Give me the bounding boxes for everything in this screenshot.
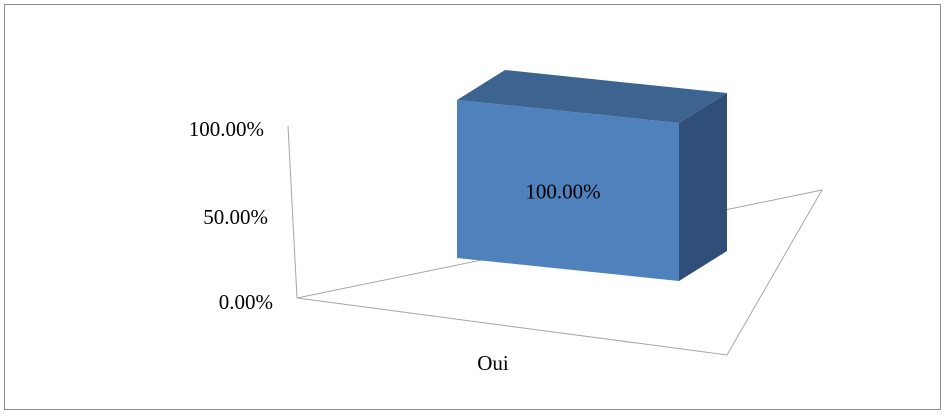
bar-value-label: 100.00% (525, 180, 600, 204)
x-category-label: Oui (477, 351, 509, 375)
y-tick-label-2: 100.00% (189, 117, 264, 141)
bar-front-face (457, 100, 679, 281)
y-tick-label-1: 50.00% (203, 205, 268, 229)
y-axis-wall (287, 125, 298, 299)
bar-side-face (679, 93, 727, 281)
bar-top-face (457, 70, 727, 123)
y-tick-label-0: 0.00% (219, 290, 273, 314)
